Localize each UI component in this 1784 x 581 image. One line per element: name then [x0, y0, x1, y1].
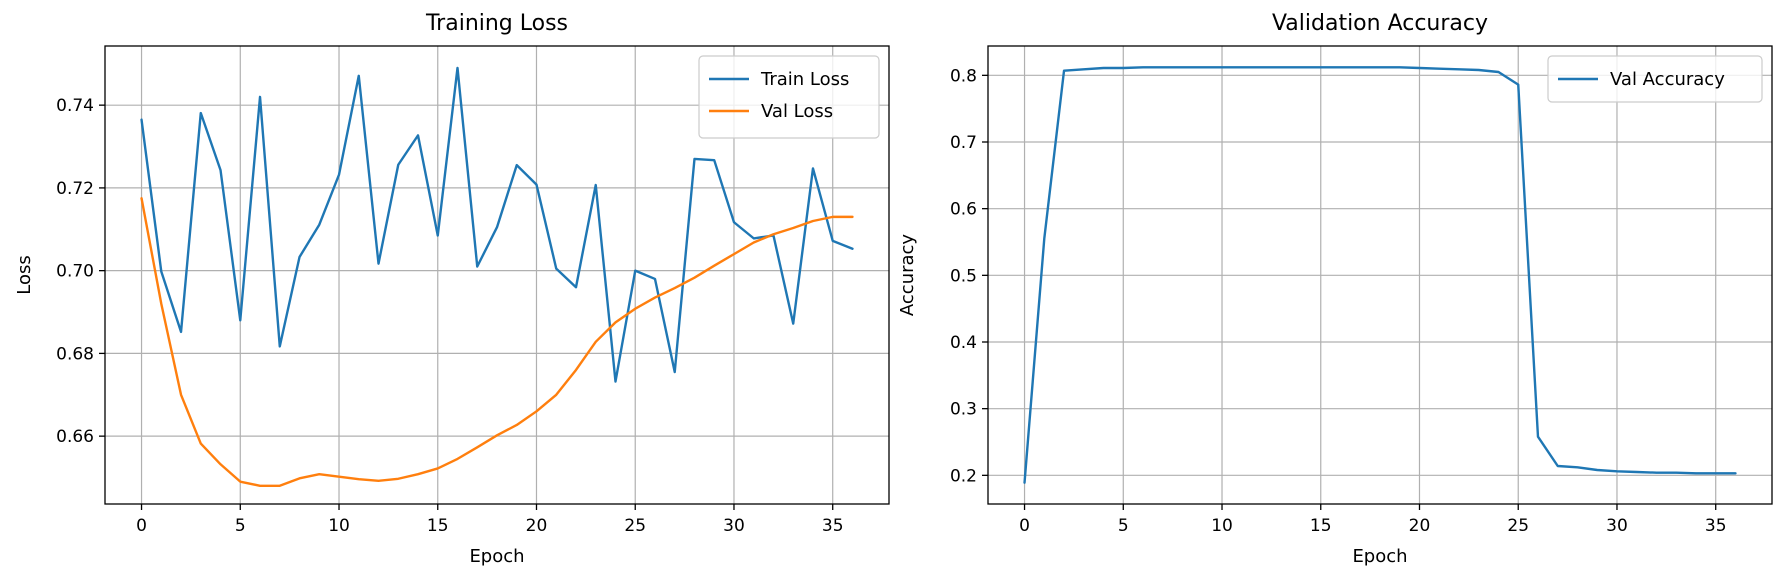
- y-tick-label: 0.6: [950, 200, 977, 220]
- x-tick-label: 30: [1606, 516, 1628, 536]
- x-tick-label: 20: [1409, 516, 1431, 536]
- x-tick-label: 10: [1211, 516, 1233, 536]
- y-tick-label: 0.8: [950, 66, 977, 86]
- y-tick-label: 0.72: [56, 179, 94, 199]
- x-tick-label: 15: [1310, 516, 1332, 536]
- legend-label-train-loss: Train Loss: [760, 69, 849, 90]
- y-tick-label: 0.7: [950, 133, 977, 153]
- x-tick-label: 35: [822, 516, 844, 536]
- y-tick-label: 0.5: [950, 266, 977, 286]
- chart-title: Validation Accuracy: [1272, 11, 1488, 36]
- y-tick-label: 0.66: [56, 427, 94, 447]
- grid: [988, 46, 1772, 504]
- x-tick-label: 35: [1705, 516, 1727, 536]
- y-axis-label: Loss: [14, 255, 35, 294]
- legend-box: [1547, 55, 1763, 103]
- series-line-val-loss: [140, 197, 854, 487]
- chart-title: Training Loss: [425, 11, 568, 36]
- series-line-train-loss: [140, 66, 854, 383]
- y-tick-label: 0.70: [56, 262, 94, 282]
- y-tick-label: 0.2: [950, 466, 977, 486]
- x-tick-label: 15: [427, 516, 449, 536]
- x-axis-label: Epoch: [469, 546, 524, 567]
- x-tick-label: 0: [1019, 516, 1030, 536]
- x-axis-label: Epoch: [1352, 546, 1407, 567]
- x-tick-label: 30: [723, 516, 745, 536]
- y-axis-label: Accuracy: [897, 234, 918, 317]
- plot-frame: [104, 45, 890, 505]
- y-tick-label: 0.68: [56, 344, 94, 364]
- y-tick-label: 0.4: [950, 333, 977, 353]
- legend-box: [698, 55, 880, 139]
- x-tick-label: 10: [328, 516, 350, 536]
- x-tick-label: 25: [1507, 516, 1529, 536]
- x-tick-label: 5: [235, 516, 246, 536]
- legend: Train Loss Val Loss: [698, 55, 880, 139]
- chart-training-loss: 0 5 10 15 20 25 30 35 0.66 0.68 0.70 0.72 0.74 Traini…: [14, 11, 890, 567]
- legend: Val Accuracy: [1547, 55, 1763, 103]
- series-line-val-accuracy: [1023, 66, 1737, 484]
- legend-label-val-loss: Val Loss: [761, 101, 833, 122]
- y-tick-label: 0.3: [950, 400, 977, 420]
- legend-label-val-accuracy: Val Accuracy: [1610, 69, 1725, 90]
- chart-validation-accuracy: 0 5 10 15 20 25 30 35 0.2 0.3 0.4 0.5 0.6 0.7 0.8 Valid…: [897, 11, 1773, 567]
- x-tick-label: 20: [526, 516, 548, 536]
- x-tick-label: 25: [624, 516, 646, 536]
- y-tick-label: 0.74: [56, 96, 94, 116]
- x-tick-label: 0: [136, 516, 147, 536]
- x-tick-label: 5: [1118, 516, 1129, 536]
